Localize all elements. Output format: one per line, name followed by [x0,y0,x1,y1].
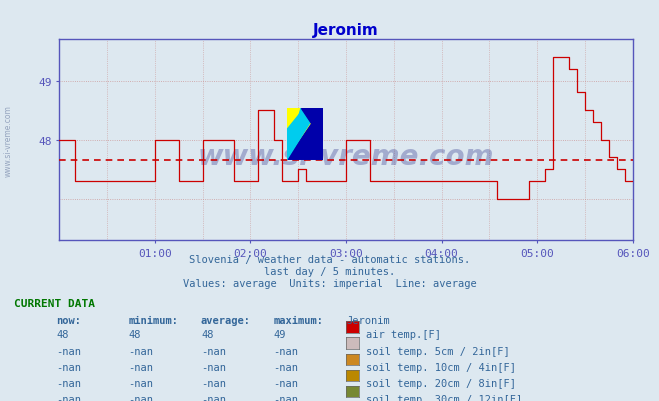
Text: air temp.[F]: air temp.[F] [366,330,441,340]
Text: 48: 48 [201,330,214,340]
Text: maximum:: maximum: [273,315,324,325]
Text: average:: average: [201,315,251,325]
Polygon shape [301,108,323,142]
Text: -nan: -nan [56,394,81,401]
Polygon shape [287,108,316,160]
Text: -nan: -nan [201,378,226,388]
Polygon shape [287,108,323,160]
Text: -nan: -nan [273,362,299,372]
Text: soil temp. 5cm / 2in[F]: soil temp. 5cm / 2in[F] [366,346,509,356]
Text: -nan: -nan [129,346,154,356]
Text: -nan: -nan [56,378,81,388]
Text: Values: average  Units: imperial  Line: average: Values: average Units: imperial Line: av… [183,279,476,289]
Text: now:: now: [56,315,81,325]
Text: www.si-vreme.com: www.si-vreme.com [198,142,494,170]
Text: -nan: -nan [129,362,154,372]
Text: -nan: -nan [273,394,299,401]
Text: -nan: -nan [129,394,154,401]
Text: -nan: -nan [273,346,299,356]
Text: www.si-vreme.com: www.si-vreme.com [3,105,13,176]
Text: Jeronim: Jeronim [346,315,389,325]
Text: 48: 48 [56,330,69,340]
Polygon shape [287,108,319,160]
Text: -nan: -nan [56,362,81,372]
Text: last day / 5 minutes.: last day / 5 minutes. [264,267,395,277]
Text: -nan: -nan [201,362,226,372]
Text: -nan: -nan [56,346,81,356]
Text: soil temp. 10cm / 4in[F]: soil temp. 10cm / 4in[F] [366,362,516,372]
Text: -nan: -nan [201,346,226,356]
Text: -nan: -nan [273,378,299,388]
Text: minimum:: minimum: [129,315,179,325]
Polygon shape [287,108,323,160]
Text: 49: 49 [273,330,286,340]
Text: CURRENT DATA: CURRENT DATA [14,299,96,309]
Text: -nan: -nan [201,394,226,401]
Text: -nan: -nan [129,378,154,388]
Text: soil temp. 20cm / 8in[F]: soil temp. 20cm / 8in[F] [366,378,516,388]
Title: Jeronim: Jeronim [313,22,379,38]
Text: Slovenia / weather data - automatic stations.: Slovenia / weather data - automatic stat… [189,255,470,265]
Text: soil temp. 30cm / 12in[F]: soil temp. 30cm / 12in[F] [366,394,522,401]
Text: 48: 48 [129,330,141,340]
